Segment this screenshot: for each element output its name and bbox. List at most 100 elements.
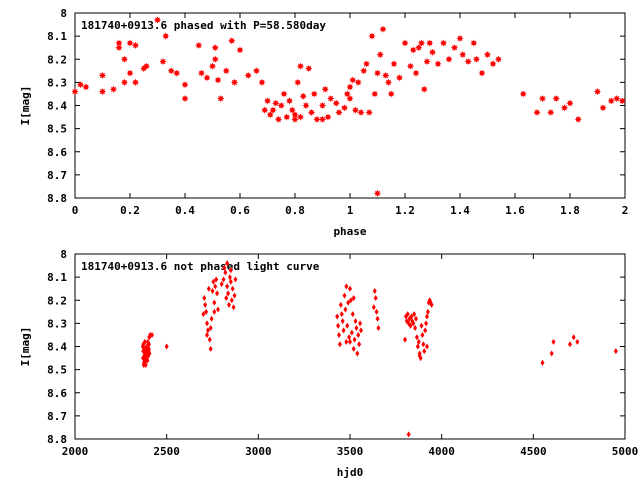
data-point xyxy=(141,355,146,362)
data-point xyxy=(142,62,151,70)
data-point xyxy=(574,115,582,123)
top-x-tick-label: 1.4 xyxy=(450,204,470,217)
data-point xyxy=(207,336,212,343)
data-point xyxy=(566,99,574,107)
top-x-axis-label: phase xyxy=(333,225,366,238)
bottom-y-tick-label: 8.6 xyxy=(47,387,67,400)
data-point xyxy=(197,69,206,77)
data-point xyxy=(373,189,382,197)
data-point xyxy=(211,44,219,52)
top-y-tick-label: 8.6 xyxy=(47,146,67,159)
top-x-tick-label: 2 xyxy=(622,204,629,217)
data-point xyxy=(401,39,409,47)
data-point xyxy=(310,90,318,98)
data-point xyxy=(233,276,238,283)
data-point xyxy=(360,67,368,75)
data-point xyxy=(228,278,233,285)
data-point xyxy=(353,318,358,325)
data-point xyxy=(423,57,431,66)
data-point xyxy=(291,115,299,123)
bottom-y-tick-label: 8.1 xyxy=(47,271,67,284)
top-y-tick-label: 8.7 xyxy=(47,169,67,182)
data-point xyxy=(613,348,618,355)
data-point xyxy=(296,113,305,121)
data-point xyxy=(439,39,448,47)
data-point xyxy=(483,51,492,59)
data-point xyxy=(423,327,428,334)
data-point xyxy=(355,350,360,357)
data-point xyxy=(533,108,541,117)
data-point xyxy=(338,301,343,308)
top-x-tick-label: 0.8 xyxy=(285,204,305,217)
data-point xyxy=(416,338,421,345)
data-point xyxy=(299,92,307,100)
top-x-tick-label: 1.8 xyxy=(560,204,580,217)
data-point xyxy=(368,32,376,40)
data-point xyxy=(472,55,481,63)
data-point xyxy=(409,313,414,320)
data-point xyxy=(225,283,230,290)
data-point xyxy=(252,67,261,75)
data-point xyxy=(266,111,274,119)
data-point xyxy=(357,341,362,348)
data-point xyxy=(227,274,232,281)
data-point xyxy=(318,101,327,110)
data-point xyxy=(549,350,554,357)
data-point xyxy=(459,51,467,59)
data-point xyxy=(71,88,79,96)
data-point xyxy=(277,101,285,110)
data-point xyxy=(424,320,429,327)
data-point xyxy=(208,62,217,70)
top-x-tick-label: 0.6 xyxy=(230,204,250,217)
data-point xyxy=(205,320,209,327)
data-point xyxy=(411,320,416,327)
data-point xyxy=(142,338,147,345)
data-point xyxy=(115,39,123,47)
data-point xyxy=(450,44,459,52)
top-y-tick-label: 8.5 xyxy=(47,123,67,136)
data-point xyxy=(208,345,213,352)
data-point xyxy=(593,88,602,96)
data-point xyxy=(346,83,354,91)
data-point xyxy=(417,352,422,359)
data-point xyxy=(560,104,569,112)
data-point xyxy=(204,308,209,315)
data-point xyxy=(375,315,380,322)
data-point xyxy=(205,331,209,338)
data-point xyxy=(181,94,189,103)
data-point xyxy=(415,44,423,52)
top-y-tick-label: 8.1 xyxy=(47,30,67,43)
data-point xyxy=(216,306,220,313)
data-point xyxy=(202,294,207,301)
data-point xyxy=(354,78,362,86)
data-point xyxy=(352,336,357,343)
bottom-y-tick-label: 8.4 xyxy=(47,341,67,354)
data-point xyxy=(181,81,189,89)
data-point xyxy=(203,74,211,82)
data-point xyxy=(150,331,154,338)
bottom-x-tick-label: 3500 xyxy=(337,445,364,458)
data-point xyxy=(337,331,341,338)
top-x-tick-label: 0.4 xyxy=(175,204,195,217)
bottom-x-tick-label: 3000 xyxy=(245,445,272,458)
data-point xyxy=(412,311,417,318)
data-point xyxy=(343,90,351,98)
data-point xyxy=(376,325,381,331)
data-point xyxy=(223,269,228,276)
data-point xyxy=(408,322,413,329)
bottom-y-tick-label: 8 xyxy=(60,248,67,261)
data-point xyxy=(213,283,218,290)
data-point xyxy=(222,264,227,271)
data-point xyxy=(206,285,211,292)
data-point xyxy=(296,62,305,70)
data-point xyxy=(348,338,352,345)
data-point xyxy=(372,288,377,294)
data-point xyxy=(209,315,214,322)
data-point xyxy=(415,343,420,350)
data-point xyxy=(348,297,353,304)
data-point xyxy=(98,88,107,96)
data-point xyxy=(429,301,434,308)
data-point xyxy=(425,308,430,315)
data-point xyxy=(547,108,555,117)
data-point xyxy=(294,78,302,86)
